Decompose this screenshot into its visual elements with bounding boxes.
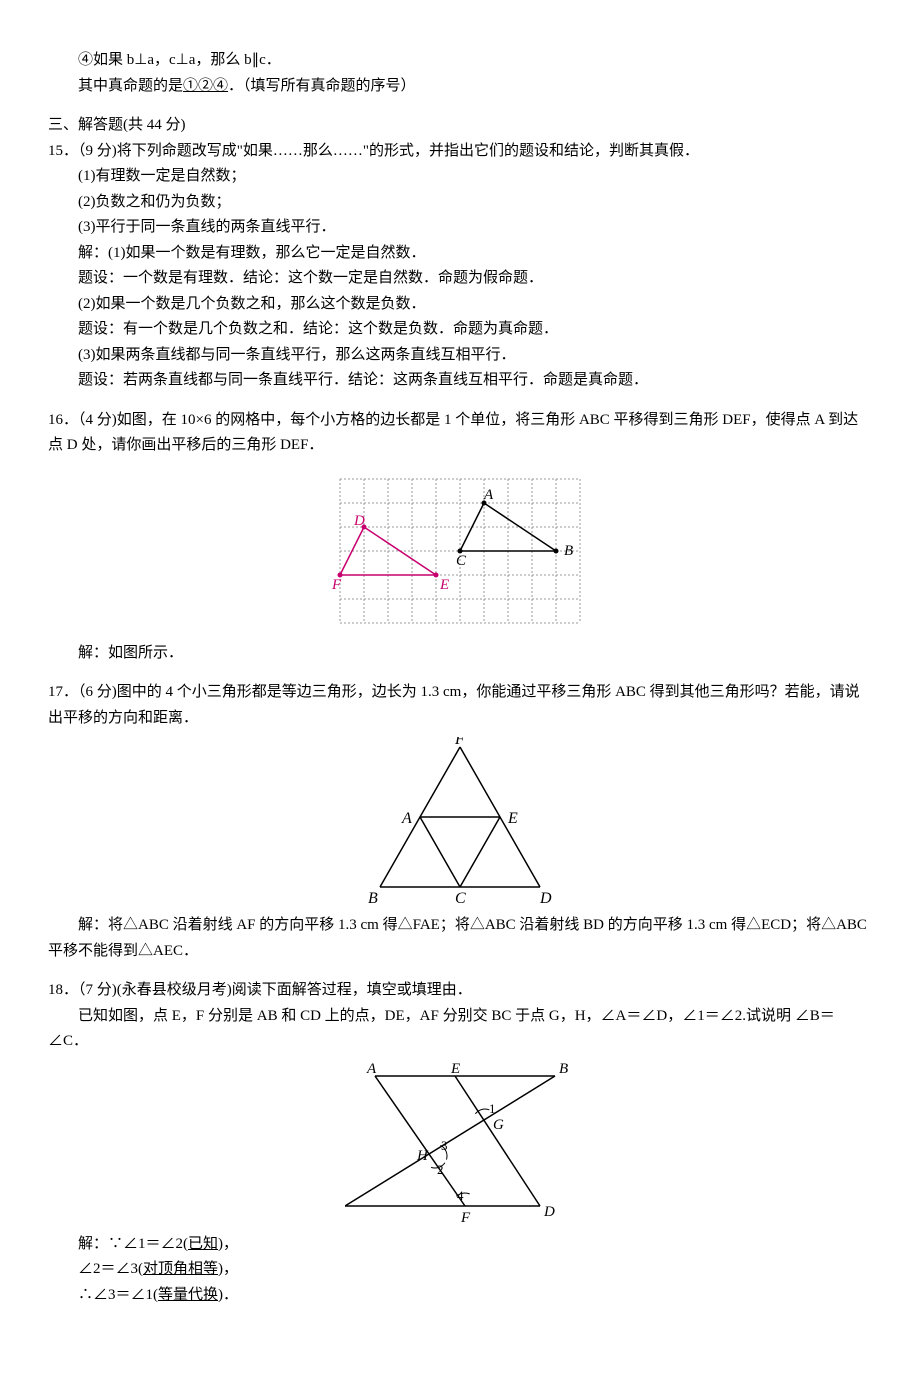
svg-text:B: B — [564, 543, 573, 559]
svg-text:A: A — [401, 810, 412, 827]
svg-text:E: E — [439, 577, 449, 593]
q15-l1: (1)有理数一定是自然数； — [48, 164, 872, 190]
q17: 17．（6 分)图中的 4 个小三角形都是等边三角形，边长为 1.3 cm，你能… — [48, 680, 872, 964]
q15-a4: 题设：有一个数是几个负数之和．结论：这个数是负数．命题为真命题． — [48, 317, 872, 343]
svg-text:F: F — [460, 1210, 471, 1226]
svg-text:A: A — [366, 1061, 377, 1077]
q16-ans: 解：如图所示． — [48, 641, 872, 667]
q18-s1-post: )， — [218, 1236, 238, 1252]
svg-text:B: B — [368, 890, 378, 907]
q15-a5: (3)如果两条直线都与同一条直线平行，那么这两条直线互相平行． — [48, 343, 872, 369]
q15-l3: (3)平行于同一条直线的两条直线平行． — [48, 215, 872, 241]
svg-text:D: D — [543, 1204, 555, 1220]
svg-text:1: 1 — [489, 1101, 496, 1116]
q18-s3-pre: ∴∠3＝∠1( — [78, 1287, 158, 1303]
q18-s1-u: 已知 — [188, 1236, 218, 1252]
q15-l2: (2)负数之和仍为负数； — [48, 190, 872, 216]
svg-text:E: E — [507, 810, 518, 827]
q15: 15．（9 分)将下列命题改写成"如果……那么……"的形式，并指出它们的题设和结… — [48, 139, 872, 394]
svg-text:B: B — [559, 1061, 568, 1077]
svg-text:D: D — [539, 890, 552, 907]
svg-text:F: F — [454, 737, 465, 748]
svg-text:C: C — [456, 553, 467, 569]
svg-text:F: F — [331, 577, 342, 593]
svg-text:3: 3 — [441, 1138, 448, 1153]
svg-text:2: 2 — [437, 1162, 444, 1177]
q18-s3-post: )． — [218, 1287, 238, 1303]
q16-head: 16．（4 分)如图，在 10×6 的网格中，每个小方格的边长都是 1 个单位，… — [48, 408, 872, 459]
svg-text:D: D — [353, 513, 365, 529]
q14-l5-pre: 其中真命题的是 — [78, 78, 183, 94]
q15-a2: 题设：一个数是有理数．结论：这个数一定是自然数．命题为假命题． — [48, 266, 872, 292]
q16-figure: A B C D E F — [330, 465, 590, 635]
q17-head: 17．（6 分)图中的 4 个小三角形都是等边三角形，边长为 1.3 cm，你能… — [48, 680, 872, 731]
q18-s3-u: 等量代换 — [158, 1287, 218, 1303]
q15-a6: 题设：若两条直线都与同一条直线平行．结论：这两条直线互相平行．命题是真命题． — [48, 368, 872, 394]
svg-text:H: H — [416, 1148, 429, 1164]
svg-text:C: C — [455, 890, 466, 907]
q18-s2: ∠2＝∠3(对顶角相等)， — [48, 1257, 872, 1283]
section3-heading: 三、解答题(共 44 分) — [48, 113, 872, 139]
q18-figure: AEBCFDGH1324 — [345, 1061, 575, 1226]
q14-l5-ans: ①②④ — [183, 78, 228, 94]
q14-l5-post: ．（填写所有真命题的序号） — [228, 78, 416, 94]
q15-a3: (2)如果一个数是几个负数之和，那么这个数是负数． — [48, 292, 872, 318]
svg-text:E: E — [450, 1061, 460, 1077]
q16: 16．（4 分)如图，在 10×6 的网格中，每个小方格的边长都是 1 个单位，… — [48, 408, 872, 667]
q17-figure: F A E B C D — [360, 737, 560, 907]
q18-s1: 解：∵∠1＝∠2(已知)， — [48, 1232, 872, 1258]
svg-text:G: G — [493, 1117, 504, 1133]
q15-head: 15．（9 分)将下列命题改写成"如果……那么……"的形式，并指出它们的题设和结… — [48, 139, 872, 165]
q17-ans: 解：将△ABC 沿着射线 AF 的方向平移 1.3 cm 得△FAE；将△ABC… — [48, 913, 872, 964]
q14-line4: ④如果 b⊥a，c⊥a，那么 b∥c． — [48, 48, 872, 74]
svg-text:A: A — [483, 487, 494, 503]
q18-head: 18．（7 分)(永春县校级月考)阅读下面解答过程，填空或填理由． — [48, 978, 872, 1004]
q18: 18．（7 分)(永春县校级月考)阅读下面解答过程，填空或填理由． 已知如图，点… — [48, 978, 872, 1308]
q18-body: 已知如图，点 E，F 分别是 AB 和 CD 上的点，DE，AF 分别交 BC … — [48, 1004, 872, 1055]
q18-s2-pre: ∠2＝∠3( — [78, 1261, 143, 1277]
q18-s2-u: 对顶角相等 — [143, 1261, 218, 1277]
svg-text:4: 4 — [457, 1188, 464, 1203]
q18-s1-pre: 解：∵∠1＝∠2( — [78, 1236, 188, 1252]
q14-tail: ④如果 b⊥a，c⊥a，那么 b∥c． 其中真命题的是①②④．（填写所有真命题的… — [48, 48, 872, 99]
q18-s2-post: )， — [218, 1261, 238, 1277]
q15-a1: 解：(1)如果一个数是有理数，那么它一定是自然数． — [48, 241, 872, 267]
q18-s3: ∴∠3＝∠1(等量代换)． — [48, 1283, 872, 1309]
q14-line5: 其中真命题的是①②④．（填写所有真命题的序号） — [48, 74, 872, 100]
